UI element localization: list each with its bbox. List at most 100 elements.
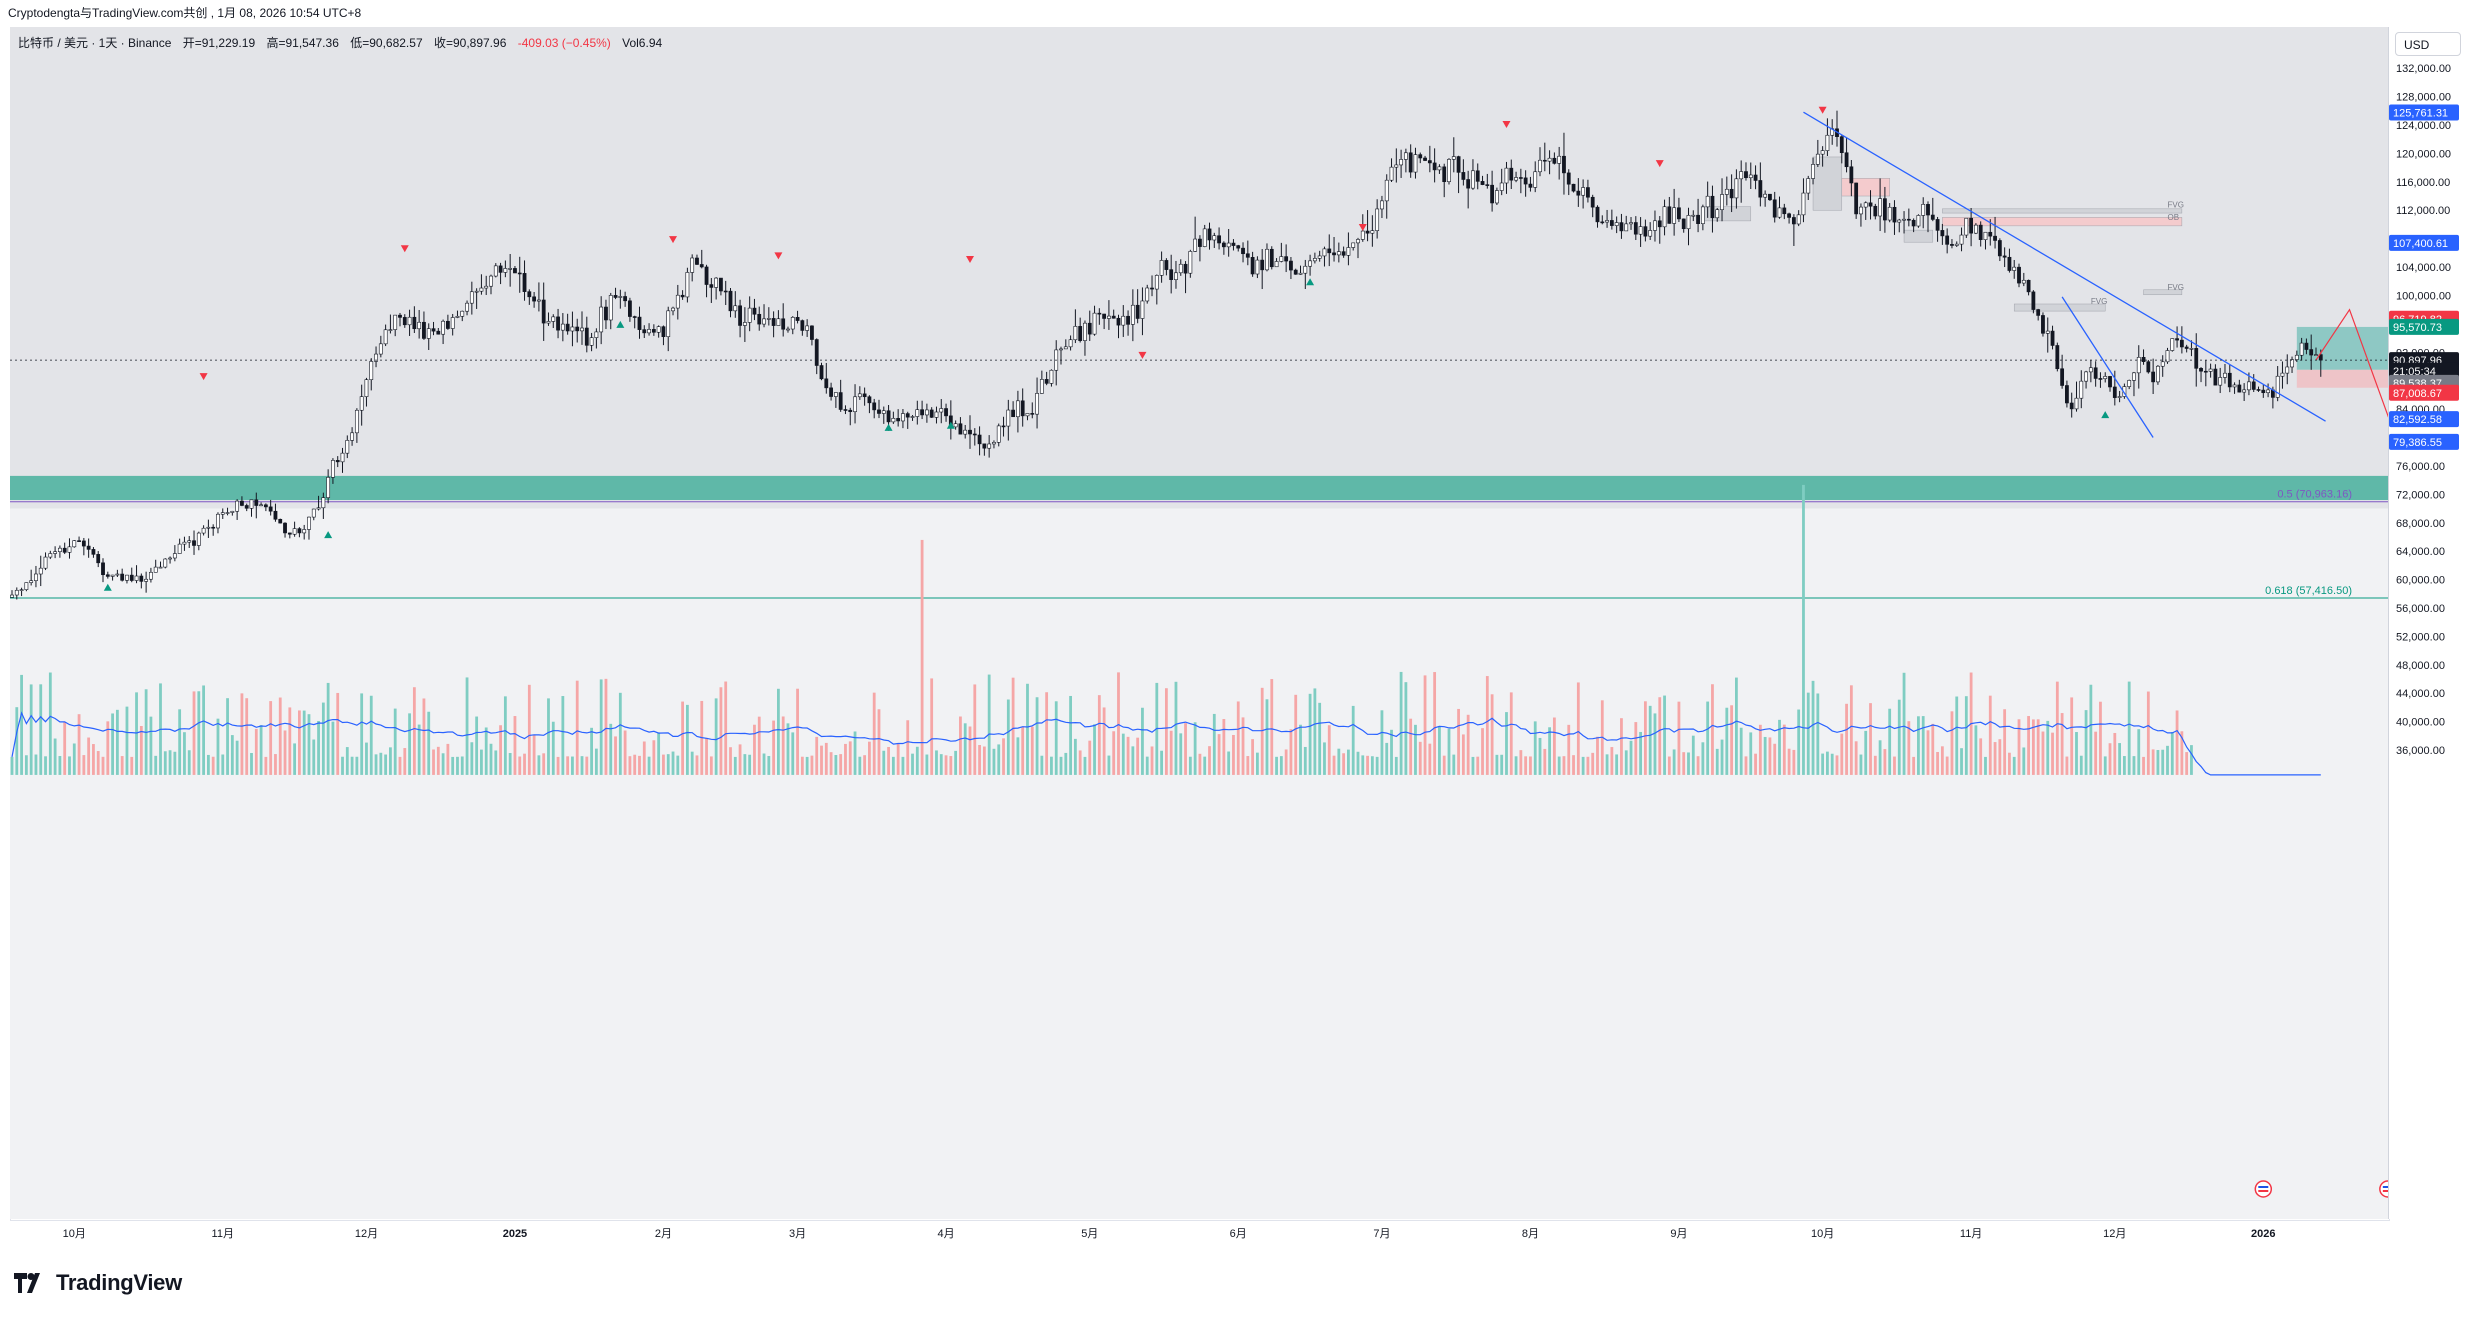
- candle[interactable]: [1882, 198, 1887, 221]
- candle[interactable]: [1317, 255, 1322, 259]
- candle[interactable]: [2247, 381, 2251, 391]
- candle[interactable]: [1111, 315, 1116, 319]
- candle[interactable]: [105, 574, 110, 577]
- candle[interactable]: [321, 497, 326, 509]
- candle[interactable]: [2156, 365, 2160, 383]
- candle[interactable]: [493, 265, 498, 277]
- candle[interactable]: [206, 526, 211, 529]
- candle[interactable]: [1710, 195, 1715, 219]
- candle[interactable]: [1025, 413, 1030, 417]
- candle[interactable]: [1964, 217, 1969, 236]
- candle[interactable]: [1777, 207, 1782, 218]
- support-zone[interactable]: [10, 475, 2388, 501]
- currency-button[interactable]: USD: [2395, 32, 2461, 56]
- candle[interactable]: [1504, 167, 1509, 184]
- candle[interactable]: [1729, 188, 1734, 199]
- candle[interactable]: [733, 305, 738, 312]
- candle[interactable]: [1423, 157, 1427, 161]
- candle[interactable]: [1269, 248, 1274, 268]
- candle[interactable]: [1154, 275, 1159, 290]
- candle[interactable]: [153, 566, 158, 573]
- candle[interactable]: [1902, 218, 1906, 221]
- candle[interactable]: [1336, 251, 1341, 256]
- candle[interactable]: [786, 328, 790, 331]
- candle[interactable]: [1418, 154, 1423, 159]
- candle[interactable]: [1255, 259, 1260, 275]
- candle[interactable]: [1916, 215, 1921, 227]
- candle[interactable]: [1854, 182, 1859, 215]
- candle[interactable]: [417, 321, 422, 330]
- candle[interactable]: [1509, 167, 1514, 181]
- candle[interactable]: [2261, 389, 2266, 394]
- candle[interactable]: [2012, 266, 2017, 271]
- candle[interactable]: [1772, 199, 1777, 218]
- candle[interactable]: [1183, 263, 1188, 274]
- candle[interactable]: [436, 330, 441, 335]
- candle[interactable]: [695, 257, 699, 265]
- candle[interactable]: [886, 410, 891, 423]
- candle[interactable]: [1236, 245, 1241, 249]
- candle[interactable]: [340, 452, 345, 463]
- candle[interactable]: [848, 409, 853, 413]
- candle[interactable]: [1969, 217, 1974, 234]
- candle[interactable]: [1245, 253, 1250, 258]
- candle[interactable]: [1605, 220, 1609, 223]
- candle[interactable]: [1480, 181, 1485, 185]
- candle[interactable]: [699, 264, 704, 268]
- candle[interactable]: [1490, 184, 1495, 204]
- candle[interactable]: [1202, 228, 1207, 247]
- candle[interactable]: [666, 310, 671, 338]
- price-tag[interactable]: [2389, 411, 2459, 428]
- candle[interactable]: [1538, 159, 1542, 173]
- candle[interactable]: [608, 295, 613, 321]
- candle[interactable]: [632, 316, 637, 318]
- candle[interactable]: [1322, 248, 1327, 257]
- long-position-target[interactable]: [2296, 326, 2388, 370]
- candle[interactable]: [570, 326, 575, 332]
- candle[interactable]: [934, 411, 939, 418]
- candle[interactable]: [1087, 322, 1092, 335]
- candle[interactable]: [278, 518, 283, 524]
- candle[interactable]: [2074, 397, 2079, 410]
- candle[interactable]: [350, 432, 354, 441]
- candle[interactable]: [441, 320, 446, 335]
- candle[interactable]: [671, 307, 675, 312]
- candle[interactable]: [790, 317, 795, 330]
- candle-series[interactable]: [10, 110, 2323, 600]
- candle[interactable]: [1495, 190, 1499, 204]
- candle[interactable]: [378, 343, 383, 355]
- candle[interactable]: [1906, 218, 1911, 221]
- candle[interactable]: [412, 316, 417, 330]
- candle[interactable]: [1720, 194, 1724, 210]
- candle[interactable]: [1839, 136, 1844, 154]
- candle[interactable]: [2146, 361, 2151, 373]
- candle[interactable]: [685, 272, 690, 298]
- candle[interactable]: [910, 416, 915, 418]
- candle[interactable]: [723, 290, 728, 293]
- candle[interactable]: [2299, 342, 2304, 356]
- candle[interactable]: [953, 423, 958, 428]
- candle[interactable]: [240, 500, 244, 506]
- price-tag[interactable]: [2389, 384, 2459, 401]
- candle[interactable]: [369, 361, 374, 380]
- candle[interactable]: [402, 317, 407, 326]
- candle[interactable]: [1648, 230, 1653, 237]
- candle[interactable]: [359, 396, 364, 411]
- candle[interactable]: [1744, 171, 1748, 179]
- candle[interactable]: [139, 575, 144, 582]
- candle[interactable]: [508, 268, 513, 270]
- candle[interactable]: [1566, 172, 1571, 185]
- candle[interactable]: [1174, 272, 1178, 280]
- candle[interactable]: [647, 329, 651, 334]
- candle[interactable]: [1499, 182, 1504, 191]
- candle[interactable]: [1006, 409, 1011, 427]
- chart-canvas[interactable]: 0.5 (70,963.16) 0.618 (57,416.50) FVG OB FVG…: [10, 27, 2388, 1219]
- candle[interactable]: [1451, 156, 1456, 160]
- candle[interactable]: [924, 409, 929, 416]
- candle[interactable]: [881, 410, 886, 414]
- candle[interactable]: [1030, 413, 1035, 415]
- candle[interactable]: [992, 442, 996, 445]
- candle[interactable]: [810, 325, 814, 340]
- candle[interactable]: [977, 434, 982, 445]
- candle[interactable]: [2055, 345, 2060, 370]
